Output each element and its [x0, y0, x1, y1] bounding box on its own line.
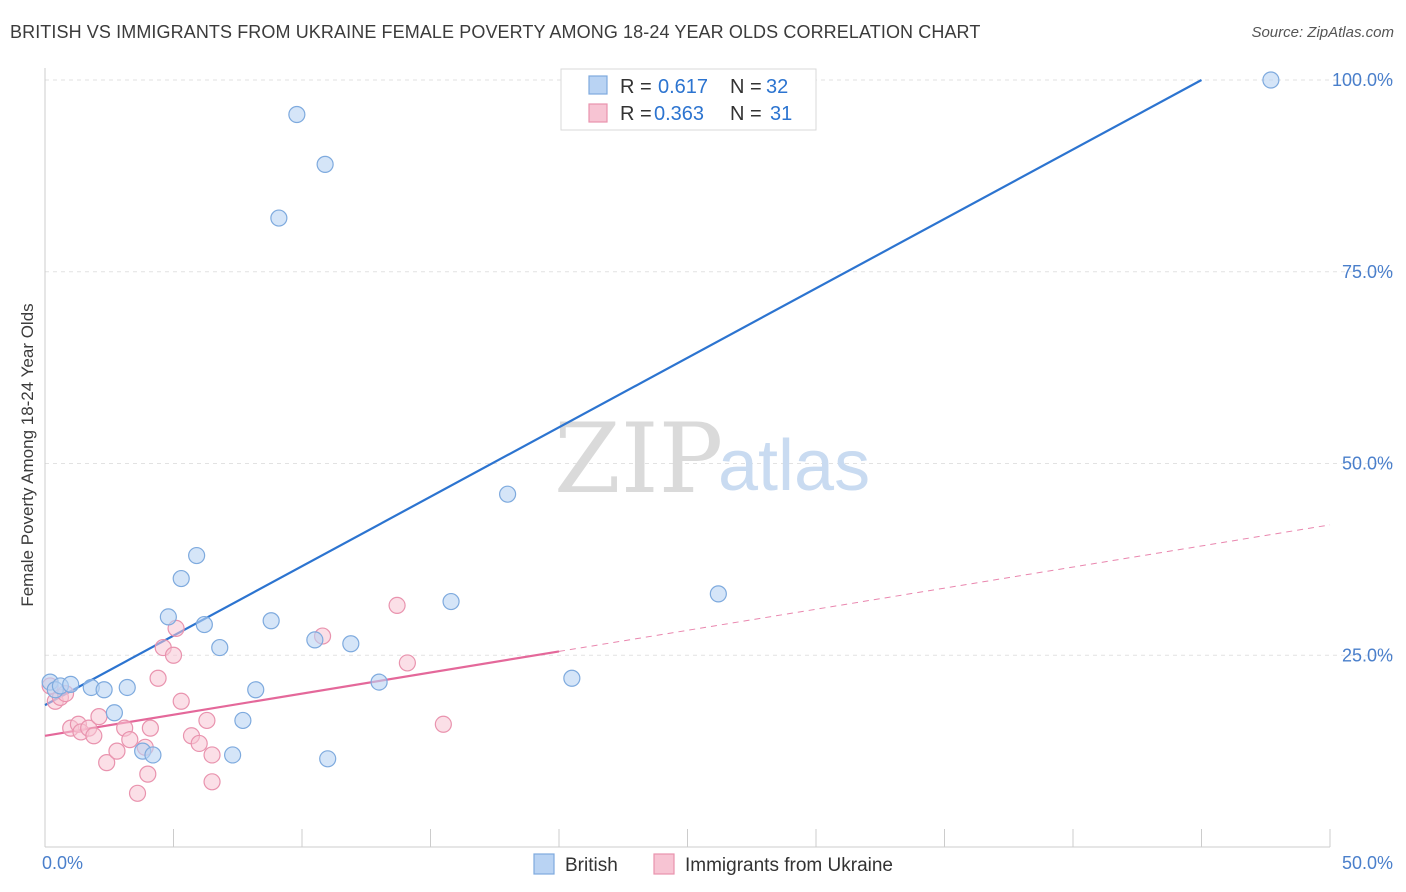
y-tick-label: 75.0%: [1342, 262, 1393, 282]
point-ukraine: [121, 731, 139, 749]
point-british: [234, 711, 252, 730]
grid-lines: [45, 79, 1395, 656]
legend-r-value-british: 0.617: [658, 76, 708, 98]
point-british: [499, 485, 517, 503]
point-british: [563, 669, 581, 687]
chart-title: BRITISH VS IMMIGRANTS FROM UKRAINE FEMAL…: [10, 22, 981, 42]
point-ukraine: [85, 727, 103, 745]
source-label: Source: ZipAtlas.com: [1251, 24, 1394, 41]
point-british: [442, 592, 460, 611]
point-ukraine: [388, 596, 406, 614]
point-ukraine: [190, 734, 208, 753]
point-british: [247, 681, 265, 699]
point-british: [224, 746, 242, 764]
trend-line-ukraine: [44, 650, 560, 737]
axes: [44, 68, 1331, 848]
point-british: [270, 209, 288, 227]
series-legend-swatch-ukraine: [653, 853, 675, 875]
point-ukraine: [108, 742, 126, 760]
point-british: [144, 746, 162, 764]
point-british: [288, 105, 306, 124]
series-legend-label-ukraine: Immigrants from Ukraine: [685, 855, 893, 876]
y-tick-label: 50.0%: [1342, 454, 1393, 474]
point-ukraine: [203, 773, 221, 791]
watermark: ZIP atlas: [554, 403, 870, 515]
point-ukraine: [139, 765, 157, 783]
point-british: [370, 673, 388, 691]
y-tick-label: 100.0%: [1332, 70, 1393, 90]
point-ukraine: [398, 654, 416, 672]
point-ukraine: [149, 669, 167, 687]
x-tick-label: 50.0%: [1342, 853, 1393, 873]
point-british: [172, 569, 190, 588]
point-british: [211, 638, 229, 657]
point-british: [188, 546, 206, 565]
legend-swatch-british: [588, 75, 608, 95]
legend-n-label-british: N =: [730, 76, 762, 98]
point-ukraine: [128, 784, 147, 802]
point-british: [105, 704, 123, 722]
series-legend-swatch-british: [533, 853, 555, 875]
point-british: [342, 635, 360, 653]
point-british: [1262, 71, 1280, 89]
x-tick-label: 0.0%: [42, 853, 83, 873]
y-tick-label: 25.0%: [1342, 645, 1393, 665]
trend-line-ukraine-extension: [558, 524, 1331, 652]
watermark-zip: ZIP: [554, 403, 723, 515]
point-ukraine: [203, 746, 221, 764]
legend-r-label-british: R =: [620, 76, 652, 98]
legend-swatch-ukraine: [588, 103, 608, 123]
point-british: [306, 631, 324, 649]
point-ukraine: [172, 692, 190, 710]
correlation-legend: R = 0.617 N = 32 R = 0.363 N = 31: [560, 68, 817, 131]
point-ukraine: [434, 715, 452, 733]
point-ukraine: [98, 754, 116, 772]
point-british: [159, 608, 177, 626]
trend-line-british: [44, 79, 1203, 707]
legend-n-label-ukraine: N =: [730, 103, 762, 125]
series-legend: British Immigrants from Ukraine: [533, 853, 893, 876]
point-british: [62, 675, 80, 693]
legend-r-value-ukraine: 0.363: [654, 103, 704, 125]
watermark-atlas: atlas: [718, 426, 870, 506]
point-ukraine: [164, 646, 183, 664]
point-british: [118, 678, 136, 697]
point-ukraine: [90, 708, 108, 726]
point-british: [319, 750, 337, 768]
legend-r-label-ukraine: R =: [620, 103, 652, 125]
data-points: [41, 71, 1280, 802]
point-british: [95, 681, 113, 699]
point-british: [195, 615, 213, 634]
series-legend-label-british: British: [565, 855, 618, 876]
legend-n-value-british: 32: [766, 76, 788, 98]
tick-labels: 25.0% 50.0% 75.0% 100.0% 0.0% 50.0%: [42, 70, 1393, 873]
point-british: [316, 155, 334, 173]
point-british: [262, 612, 280, 630]
point-british: [709, 585, 727, 603]
legend-n-value-ukraine: 31: [770, 103, 792, 125]
point-ukraine: [198, 711, 216, 730]
trend-lines: [44, 79, 1331, 737]
point-ukraine: [141, 719, 159, 737]
